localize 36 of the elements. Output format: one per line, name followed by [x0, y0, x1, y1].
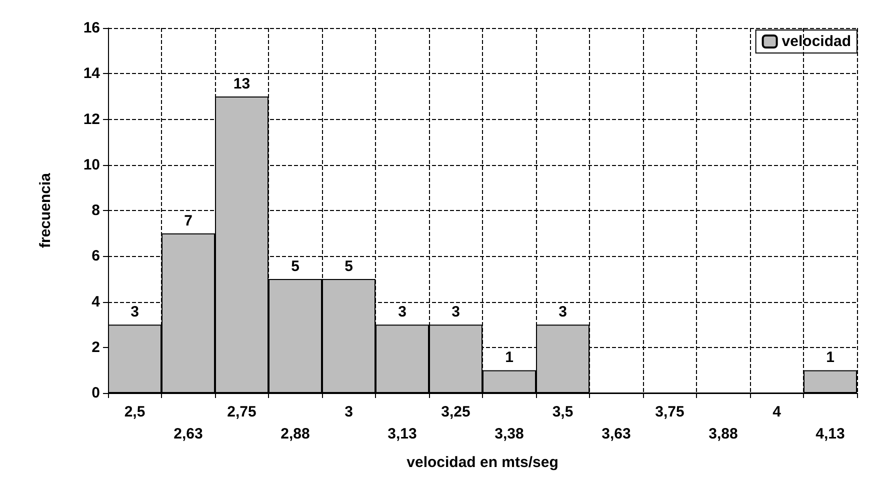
- x-tick-label: 4,13: [816, 426, 845, 442]
- x-tick-label: 3: [344, 404, 353, 420]
- y-axis-title: frecuencia: [37, 172, 54, 248]
- data-label: 3: [452, 304, 460, 321]
- data-label: 3: [130, 304, 139, 321]
- x-axis-title: velocidad en mts/seg: [406, 454, 558, 471]
- x-tick-label: 3,13: [388, 426, 417, 442]
- x-tick-label: 3,38: [494, 426, 524, 442]
- y-tick-label: 0: [92, 384, 100, 402]
- x-tick-label: 2,5: [124, 404, 146, 420]
- x-tick-label: 4: [772, 404, 782, 420]
- x-tick-label: 3,63: [602, 426, 631, 442]
- y-tick-label: 12: [83, 110, 100, 128]
- data-label: 3: [558, 304, 567, 321]
- x-tick-label: 2,63: [174, 426, 203, 442]
- y-tick-label: 16: [83, 20, 100, 36]
- x-tick-label: 3,88: [708, 426, 738, 442]
- data-label: 3: [398, 304, 406, 321]
- x-tick-label: 3,25: [441, 404, 470, 420]
- data-label: 5: [344, 258, 353, 275]
- x-tick-label: 3,75: [655, 404, 684, 420]
- data-label: 1: [505, 349, 514, 366]
- y-tick-label: 6: [92, 248, 100, 265]
- data-label: 5: [291, 258, 300, 275]
- legend-label: velocidad: [782, 33, 852, 50]
- y-tick-label: 4: [92, 293, 101, 310]
- y-tick-label: 14: [83, 65, 101, 82]
- y-tick-label: 8: [92, 202, 100, 219]
- x-tick-label: 2,88: [280, 426, 310, 442]
- data-label: 13: [233, 75, 250, 92]
- y-tick-label: 10: [83, 156, 100, 174]
- x-tick-label: 3,5: [552, 404, 574, 420]
- data-label: 7: [184, 212, 192, 230]
- data-label: 1: [826, 349, 834, 366]
- y-tick-label: 2: [92, 338, 100, 356]
- x-tick-label: 2,75: [227, 404, 256, 420]
